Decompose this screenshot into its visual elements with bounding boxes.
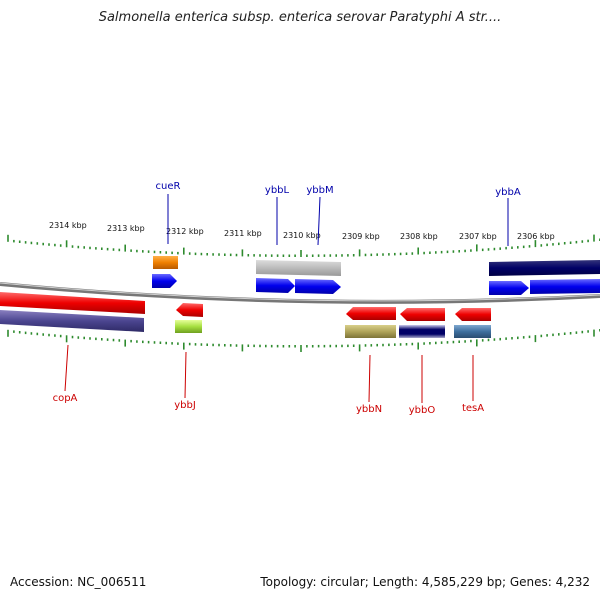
gene-feature-cueR-arrow[interactable]	[152, 274, 177, 288]
reverse-strand-features	[0, 292, 491, 338]
gene-label-copA[interactable]: copA	[53, 393, 78, 404]
gene-feature-ybbM-arrow[interactable]	[295, 279, 341, 294]
label-leader-lines	[64, 194, 509, 403]
gene-feature-tesA-arrow[interactable]	[455, 308, 491, 321]
leader-line-ybbN	[368, 354, 371, 403]
gene-feature-tesA-box[interactable]	[454, 325, 491, 338]
kbp-label-2311: 2311 kbp	[224, 229, 262, 238]
kbp-label-2314: 2314 kbp	[49, 221, 87, 230]
kbp-label-2307: 2307 kbp	[459, 232, 497, 241]
gene-label-ybbA[interactable]: ybbA	[495, 187, 521, 198]
tick-marks-bottom	[7, 329, 600, 352]
gene-labels-top: cueR ybbL ybbM ybbA	[156, 181, 521, 198]
gene-feature-ybbL-arrow[interactable]	[256, 278, 295, 293]
gene-feature-ybbO-arrow[interactable]	[400, 308, 445, 321]
gene-label-ybbN[interactable]: ybbN	[356, 404, 382, 415]
gene-labels-bottom: copA ybbJ ybbN ybbO tesA	[53, 393, 485, 416]
kbp-label-2306: 2306 kbp	[517, 232, 555, 241]
gene-feature-ybbN-arrow[interactable]	[346, 307, 396, 320]
gene-label-ybbM[interactable]: ybbM	[306, 185, 333, 196]
leader-line-ybbM	[317, 196, 321, 246]
kbp-labels: 2314 kbp 2313 kbp 2312 kbp 2311 kbp 2310…	[49, 221, 555, 241]
gene-feature-ybbJ-box[interactable]	[175, 320, 202, 333]
forward-strand-features	[152, 256, 600, 295]
kbp-label-2312: 2312 kbp	[166, 227, 204, 236]
kbp-label-2313: 2313 kbp	[107, 224, 145, 233]
kbp-label-2310: 2310 kbp	[283, 231, 321, 240]
gene-feature-ybbA-arrow[interactable]	[489, 281, 529, 295]
gene-feature-ybbN-box[interactable]	[345, 325, 396, 338]
gene-label-tesA[interactable]: tesA	[462, 403, 484, 414]
gene-feature-cueR-box[interactable]	[153, 256, 178, 269]
gene-feature-copA-box[interactable]	[0, 310, 144, 332]
tick-marks-top	[7, 234, 600, 257]
genome-backbone	[0, 282, 600, 304]
topology-text: Topology: circular; Length: 4,585,229 bp…	[260, 575, 590, 589]
leader-line-ybbJ	[184, 351, 187, 399]
gene-label-cueR[interactable]: cueR	[156, 181, 181, 192]
kbp-label-2308: 2308 kbp	[400, 232, 438, 241]
gene-feature-ybbJ-arrow[interactable]	[176, 303, 203, 317]
gene-feature-ybbL-box[interactable]	[256, 260, 341, 276]
gene-feature-ybbA-box[interactable]	[489, 260, 600, 276]
gene-label-ybbL[interactable]: ybbL	[265, 185, 290, 196]
gene-feature-ybbA-arrow-2[interactable]	[530, 279, 600, 294]
gene-feature-ybbO-box[interactable]	[399, 325, 445, 338]
gene-label-ybbJ[interactable]: ybbJ	[174, 400, 196, 411]
gene-label-ybbO[interactable]: ybbO	[409, 405, 436, 416]
accession-text: Accession: NC_006511	[10, 575, 147, 589]
kbp-label-2309: 2309 kbp	[342, 232, 380, 241]
leader-line-copA	[64, 344, 69, 392]
genome-backbone-highlight	[0, 282, 600, 302]
gene-feature-copA-arrow[interactable]	[0, 292, 145, 314]
genome-title: Salmonella enterica subsp. enterica sero…	[98, 10, 502, 25]
